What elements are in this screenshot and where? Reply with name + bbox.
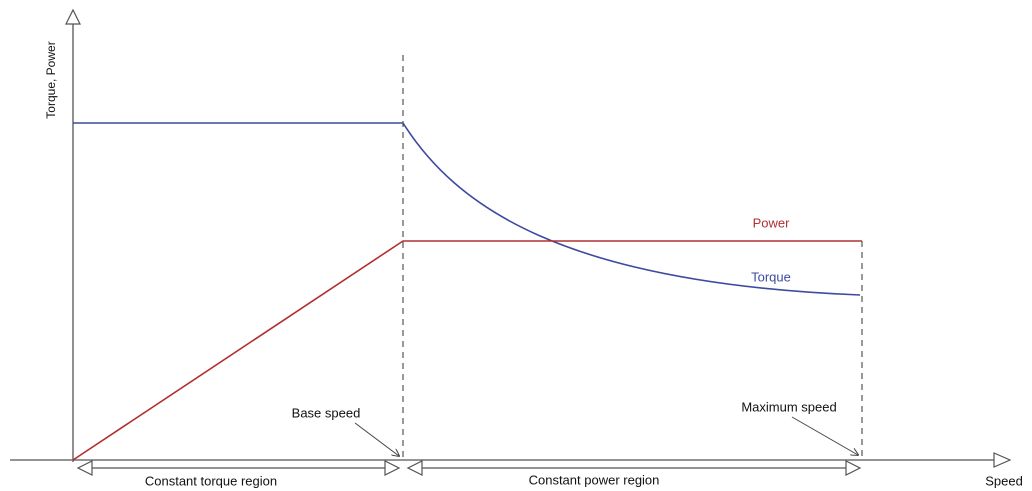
region-arrow [406,460,423,476]
y-axis-label: Torque, Power [44,41,58,118]
region-arrow [384,460,401,476]
power-region-label: Constant power region [529,472,660,487]
torque-region-label: Constant torque region [145,473,277,488]
torque-label: Torque [751,269,791,284]
base-speed-leader [354,422,399,456]
x-axis-label: Speed [985,473,1023,488]
region-arrow [845,460,862,476]
power-curve [72,240,862,461]
base-speed-label: Base speed [292,405,361,420]
power-label: Power [753,215,791,230]
max-speed-leader [791,416,858,455]
torque-curve [73,122,861,296]
x-axis-arrow [993,452,1012,468]
max-speed-label: Maximum speed [741,399,836,414]
region-arrow [76,460,93,476]
y-axis-arrow [65,8,81,25]
